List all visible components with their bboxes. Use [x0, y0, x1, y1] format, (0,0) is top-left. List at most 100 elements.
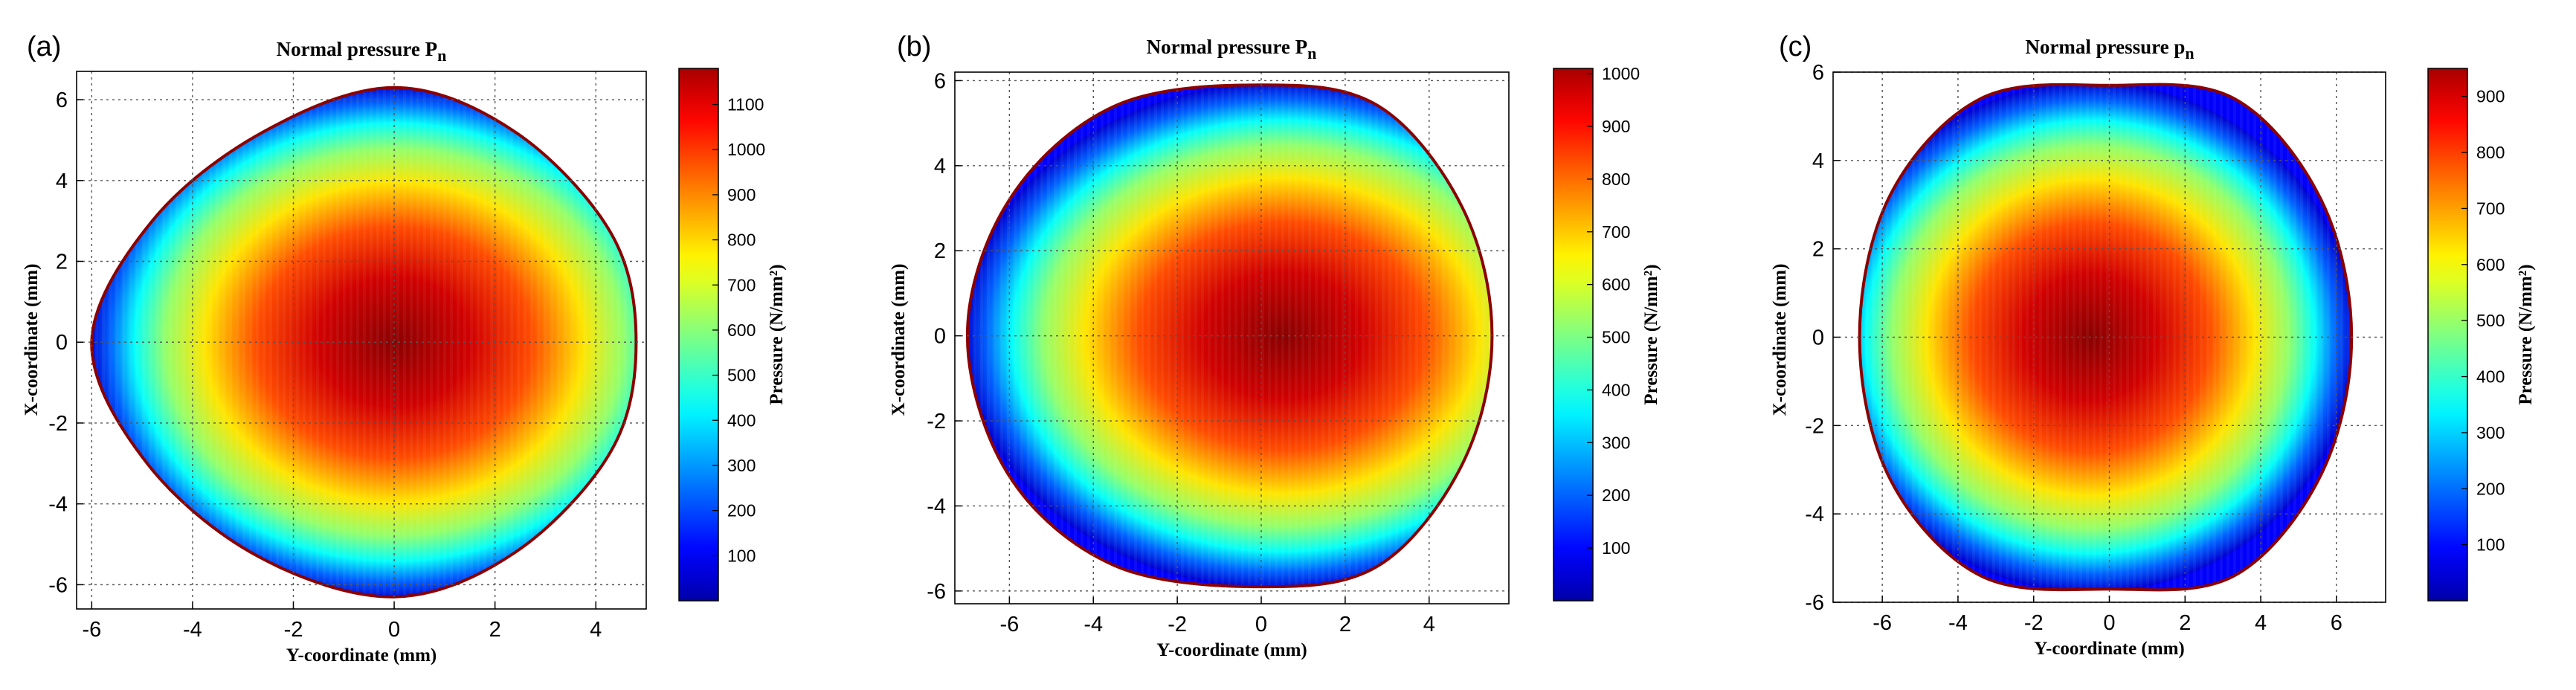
y-tick-label: -6 — [1805, 591, 1824, 615]
x-tick-label: -4 — [183, 618, 202, 642]
colorbar-tick-label: 300 — [1602, 433, 1630, 452]
y-tick-label: 6 — [56, 88, 68, 112]
colorbar-tick-label: 600 — [1602, 275, 1630, 294]
chart-title: Normal pressure Pn — [277, 38, 447, 65]
x-axis-label: Y-coordinate (mm) — [2034, 639, 2185, 659]
panel-c-svg: (c) Normal pressure pn -6 -4 -2 0 2 4 6 -6 -4 -2 0 2 4… — [1770, 31, 2536, 659]
colorbar-tick-label: 200 — [2476, 479, 2505, 498]
x-tick-label: 4 — [590, 618, 602, 642]
x-tick-label: 0 — [1255, 613, 1267, 636]
colorbar-tick-label: 300 — [727, 456, 756, 475]
x-tick-label: 2 — [2179, 611, 2191, 635]
x-tick-label: 4 — [1423, 613, 1435, 636]
x-tick-label: 0 — [2103, 611, 2115, 635]
y-tick-label: 4 — [56, 170, 68, 193]
panel-b: (b) Normal pressure Pn -6 -4 -2 0 2 4 -6 -4 -2 0 2 4 6… — [880, 0, 1739, 690]
y-tick-label: -2 — [1805, 414, 1824, 438]
colorbar-tick-label: 100 — [2476, 535, 2505, 555]
x-tick-label: 2 — [1339, 613, 1351, 636]
chart-title: Normal pressure pn — [2025, 36, 2194, 62]
chart-title: Normal pressure Pn — [1147, 36, 1317, 62]
colorbar-tick-label: 500 — [2476, 311, 2505, 330]
colorbar-label: Pressure (N/mm²) — [1641, 264, 1661, 404]
colorbar-tick-label: 900 — [1602, 117, 1630, 136]
panel-a: (a) Normal pressure Pn -6 -4 -2 0 2 4 -6 -4 -2 0 2 4 6… — [0, 0, 858, 690]
panel-b-svg: (b) Normal pressure Pn -6 -4 -2 0 2 4 -6 -4 -2 0 2 4 6… — [889, 31, 1661, 660]
y-tick-label: -6 — [48, 573, 68, 597]
pressure-field — [1859, 84, 2352, 590]
colorbar-tick-label: 500 — [727, 366, 756, 385]
colorbar-tick-label: 1100 — [727, 95, 764, 115]
panel-label: (a) — [27, 31, 61, 62]
colorbar-tick-label: 700 — [727, 275, 756, 294]
y-tick-label: 6 — [1812, 61, 1824, 85]
y-tick-label: -4 — [48, 493, 68, 517]
x-tick-label: -6 — [82, 618, 101, 642]
y-tick-label: 4 — [934, 155, 946, 178]
colorbar-label: Pressure (N/mm²) — [2516, 264, 2536, 404]
colorbar-label: Pressure (N/mm²) — [767, 264, 787, 404]
x-tick-label: 4 — [2255, 611, 2267, 635]
colorbar-tick-label: 200 — [727, 501, 756, 520]
x-tick-label: -6 — [999, 613, 1019, 636]
x-tick-label: 0 — [388, 618, 400, 642]
contact-boundary — [1858, 83, 2354, 592]
colorbar-tick-label: 100 — [1602, 538, 1630, 558]
y-tick-label: 2 — [1812, 238, 1824, 262]
y-tick-label: 0 — [934, 325, 946, 349]
colorbar-tick-label: 300 — [2476, 423, 2505, 442]
colorbar — [678, 68, 719, 602]
y-tick-label: 2 — [56, 250, 68, 274]
colorbar — [2427, 68, 2468, 602]
y-tick-label: 6 — [934, 69, 946, 93]
colorbar-tick-label: 400 — [2476, 367, 2505, 387]
colorbar-tick-label: 400 — [1602, 380, 1630, 399]
colorbar-tick-label: 1000 — [727, 140, 765, 159]
x-axis-label: Y-coordinate (mm) — [286, 645, 437, 665]
x-axis-label: Y-coordinate (mm) — [1156, 640, 1307, 660]
y-axis-label: X-coordinate (mm) — [889, 264, 909, 416]
y-tick-label: -4 — [1805, 503, 1824, 526]
colorbar-tick-label: 500 — [1602, 328, 1630, 347]
panel-label: (b) — [897, 31, 931, 62]
colorbar-tick-label: 600 — [727, 320, 756, 340]
colorbar-tick-label: 200 — [1602, 486, 1630, 505]
x-tick-label: 2 — [489, 618, 501, 642]
colorbar-tick-label: 800 — [2476, 143, 2505, 162]
y-axis-label: X-coordinate (mm) — [1770, 264, 1790, 416]
x-tick-label: -2 — [1168, 613, 1187, 636]
pressure-core — [91, 87, 637, 597]
plot-frame — [954, 71, 1510, 604]
y-tick-label: 0 — [1812, 326, 1824, 350]
panel-label: (c) — [1779, 31, 1812, 62]
panel-c: (c) Normal pressure pn -6 -4 -2 0 2 4 6 -6 -4 -2 0 2 4… — [1756, 0, 2576, 690]
y-tick-label: 4 — [1812, 149, 1824, 173]
pressure-field — [91, 87, 637, 597]
colorbar-tick-label: 700 — [1602, 222, 1630, 242]
plot-frame — [76, 71, 647, 610]
panel-a-svg: (a) Normal pressure Pn -6 -4 -2 0 2 4 -6 -4 -2 0 2 4 6… — [22, 31, 787, 665]
colorbar-tick-label: 800 — [1602, 170, 1630, 189]
colorbar-tick-label: 700 — [2476, 199, 2505, 218]
x-tick-label: 6 — [2331, 611, 2342, 635]
colorbar-tick-label: 100 — [727, 546, 756, 565]
y-tick-label: -2 — [48, 412, 68, 436]
x-tick-label: -6 — [1873, 611, 1892, 635]
x-tick-label: -4 — [1948, 611, 1968, 635]
y-axis-label: X-coordinate (mm) — [22, 264, 42, 416]
colorbar-tick-label: 400 — [727, 410, 756, 430]
x-tick-label: -4 — [1083, 613, 1103, 636]
colorbar-tick-label: 900 — [727, 185, 756, 204]
y-tick-label: 2 — [934, 239, 946, 263]
y-tick-label: -2 — [927, 410, 946, 433]
y-tick-label: 0 — [56, 331, 68, 355]
colorbar — [1553, 68, 1594, 602]
colorbar-tick-label: 1000 — [1602, 64, 1640, 83]
y-tick-label: -6 — [927, 580, 946, 604]
colorbar-tick-label: 600 — [2476, 255, 2505, 274]
x-tick-label: -2 — [284, 618, 303, 642]
colorbar-tick-label: 900 — [2476, 87, 2505, 106]
colorbar-tick-label: 800 — [727, 230, 756, 250]
x-tick-label: -2 — [2024, 611, 2044, 635]
